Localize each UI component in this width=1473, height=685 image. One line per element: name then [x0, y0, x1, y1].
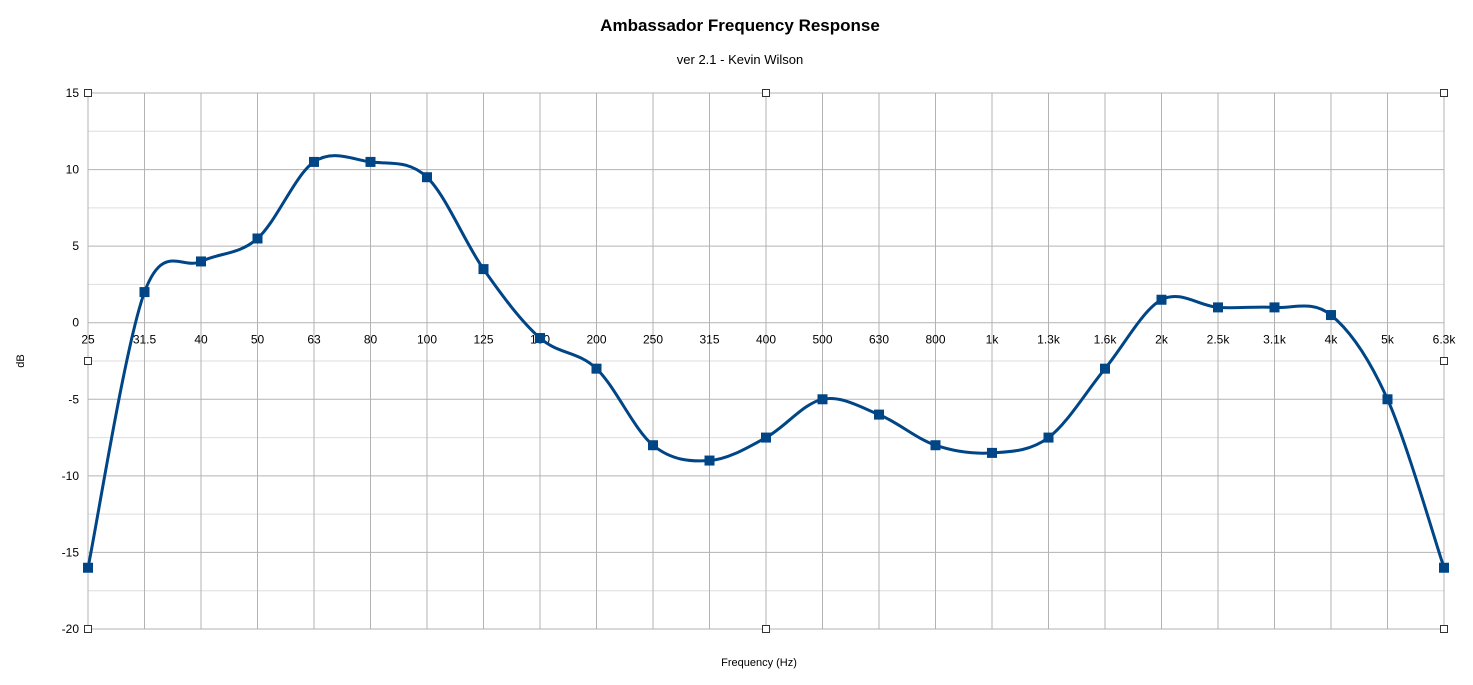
y-tick-label: 5 — [72, 239, 79, 253]
x-tick-label: 6.3k — [1433, 333, 1457, 347]
x-tick-label: 100 — [417, 333, 437, 347]
series-line — [86, 154, 1446, 569]
selection-handles[interactable] — [84, 89, 1448, 633]
x-tick-label: 315 — [699, 333, 719, 347]
x-tick-label: 1k — [986, 333, 1000, 347]
x-tick-label: 125 — [473, 333, 493, 347]
chart-title: Ambassador Frequency Response — [600, 16, 880, 35]
data-point-marker — [309, 156, 319, 167]
y-tick-label: -5 — [68, 392, 79, 406]
data-point-marker — [252, 233, 263, 244]
x-tick-label: 50 — [251, 333, 265, 347]
selection-handle[interactable] — [1440, 625, 1448, 633]
data-point-marker — [478, 264, 489, 275]
x-tick-label: 2.5k — [1207, 333, 1231, 347]
selection-handle[interactable] — [762, 89, 770, 97]
x-tick-label: 4k — [1325, 333, 1339, 347]
y-tick-label: -15 — [62, 545, 80, 559]
selection-handle[interactable] — [1440, 89, 1448, 97]
chart-subtitle: ver 2.1 - Kevin Wilson — [677, 52, 803, 67]
data-point-marker — [761, 432, 771, 443]
data-point-marker — [874, 409, 884, 420]
x-tick-label: 80 — [364, 333, 378, 347]
selection-handle[interactable] — [84, 625, 92, 633]
y-axis-label: dB — [15, 354, 27, 367]
x-tick-label: 400 — [756, 333, 776, 347]
data-point-marker — [817, 394, 828, 405]
y-tick-labels: 15 10 5 0 -5 -10 -15 -20 — [62, 86, 80, 636]
x-tick-label: 2k — [1155, 333, 1169, 347]
data-point-marker — [591, 363, 602, 374]
series-db — [83, 154, 1449, 573]
data-point-marker — [648, 440, 658, 451]
y-tick-label: 10 — [66, 163, 80, 177]
x-tick-label: 25 — [81, 333, 95, 347]
data-point-marker — [139, 287, 150, 298]
grid — [87, 92, 1445, 630]
x-tick-labels: 2531.54050638010012516020025031540050063… — [81, 333, 1456, 347]
x-tick-label: 630 — [869, 333, 889, 347]
x-tick-label: 250 — [643, 333, 663, 347]
selection-handle[interactable] — [762, 625, 770, 633]
data-point-marker — [1439, 562, 1449, 573]
data-point-marker — [1043, 432, 1054, 443]
selection-handle[interactable] — [1440, 357, 1448, 365]
data-point-marker — [1156, 294, 1167, 305]
x-axis-label: Frequency (Hz) — [721, 657, 797, 669]
data-point-marker — [930, 440, 941, 451]
x-tick-label: 5k — [1381, 333, 1395, 347]
x-tick-label: 63 — [307, 333, 321, 347]
data-point-marker — [1269, 302, 1280, 313]
x-tick-label: 500 — [812, 333, 832, 347]
data-point-marker — [1326, 310, 1336, 321]
selection-handle[interactable] — [84, 357, 92, 365]
y-tick-label: -20 — [62, 622, 80, 636]
data-point-marker — [535, 333, 545, 344]
selection-handle[interactable] — [84, 89, 92, 97]
x-tick-label: 31.5 — [133, 333, 157, 347]
x-tick-label: 1.6k — [1094, 333, 1118, 347]
x-tick-label: 40 — [194, 333, 208, 347]
x-tick-label: 200 — [586, 333, 606, 347]
data-point-marker — [987, 447, 997, 458]
data-point-marker — [422, 172, 432, 183]
data-point-marker — [1213, 302, 1223, 313]
x-tick-label: 1.3k — [1037, 333, 1061, 347]
y-tick-label: 0 — [72, 316, 79, 330]
y-tick-label: -10 — [62, 469, 80, 483]
data-point-marker — [1382, 394, 1393, 405]
y-tick-label: 15 — [66, 86, 80, 100]
x-tick-label: 800 — [925, 333, 945, 347]
data-point-marker — [196, 256, 206, 267]
x-tick-label: 3.1k — [1263, 333, 1287, 347]
data-point-marker — [1100, 363, 1110, 374]
data-point-marker — [365, 156, 376, 167]
data-point-marker — [704, 455, 715, 466]
data-point-marker — [83, 562, 93, 573]
